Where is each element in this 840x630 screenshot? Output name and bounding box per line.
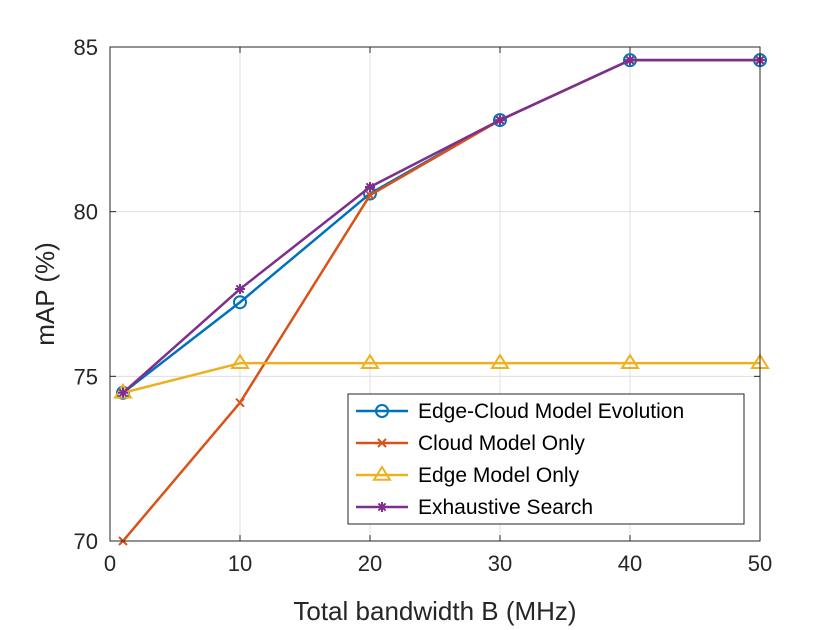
data-point [365, 190, 375, 200]
legend-item: Edge Model Only [356, 464, 580, 487]
data-point [360, 353, 380, 369]
legend: Edge-Cloud Model Evolution Cloud Model On… [347, 393, 745, 525]
data-point [235, 397, 245, 408]
x-tick-label: 50 [748, 551, 772, 576]
x-tick-label: 40 [618, 551, 642, 576]
data-point [233, 295, 247, 310]
plot-frame [109, 46, 761, 542]
legend-label: Exhaustive Search [418, 496, 593, 519]
legend-item: Edge-Cloud Model Evolution [356, 400, 684, 423]
legend-swatch-marker [372, 465, 392, 481]
data-point [118, 387, 128, 398]
series-line [122, 58, 760, 394]
data-point [620, 353, 640, 369]
data-point [625, 55, 635, 66]
legend-swatch-marker [377, 438, 387, 448]
legend-box [347, 393, 745, 525]
legend-swatch-marker [377, 502, 387, 512]
x-tick-label: 10 [228, 551, 252, 576]
grid [110, 47, 760, 541]
legend-swatch-marker [375, 404, 389, 418]
series-group [113, 53, 770, 546]
legend-label: Edge Model Only [418, 464, 580, 487]
y-tick-label: 85 [74, 35, 98, 60]
data-point [365, 181, 375, 192]
y-tick-label: 75 [74, 364, 98, 389]
y-axis-title: mAP (%) [30, 242, 60, 346]
legend-item: Cloud Model Only [356, 432, 585, 455]
x-axis-title: Total bandwidth B (MHz) [293, 596, 576, 626]
data-point [493, 113, 507, 128]
series-line [122, 361, 760, 395]
legend-label: Cloud Model Only [418, 432, 585, 455]
y-tick-label: 70 [74, 529, 98, 554]
data-point [495, 115, 505, 126]
data-point [235, 284, 245, 295]
legend-item: Exhaustive Search [356, 496, 593, 519]
y-tick-label: 80 [74, 200, 98, 225]
x-tick-label: 20 [358, 551, 382, 576]
data-point [490, 353, 510, 369]
data-point [230, 353, 250, 369]
tick-group: 0 10 20 30 40 50 70 75 80 85 [74, 35, 773, 576]
x-tick-label: 0 [104, 551, 116, 576]
legend-label: Edge-Cloud Model Evolution [418, 400, 684, 423]
x-tick-label: 30 [488, 551, 512, 576]
